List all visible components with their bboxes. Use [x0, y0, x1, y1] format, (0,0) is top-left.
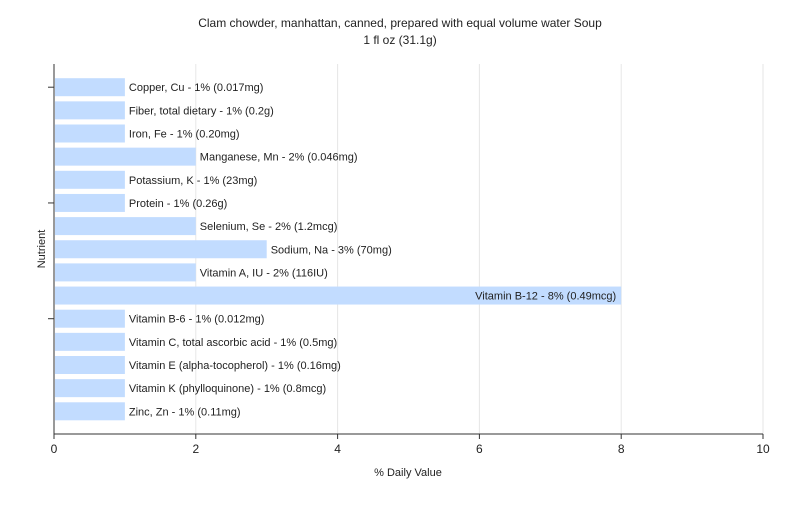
y-axis-label: Nutrient	[36, 230, 48, 269]
x-tick-label: 0	[51, 442, 58, 456]
bar	[55, 263, 196, 282]
bar-label: Iron, Fe - 1% (0.20mg)	[129, 129, 240, 141]
chart-subtitle: 1 fl oz (31.1g)	[363, 33, 436, 47]
bar	[55, 124, 125, 143]
bar-label: Vitamin A, IU - 2% (116IU)	[200, 267, 328, 279]
bar-label: Potassium, K - 1% (23mg)	[129, 175, 257, 187]
bar-label: Vitamin K (phylloquinone) - 1% (0.8mcg)	[129, 383, 326, 395]
bar-label: Vitamin C, total ascorbic acid - 1% (0.5…	[129, 337, 337, 349]
bar	[55, 217, 196, 236]
bar-label: Sodium, Na - 3% (70mg)	[271, 244, 392, 256]
axes: 0 2 4 6 8 10	[48, 64, 770, 456]
bar-label: Copper, Cu - 1% (0.017mg)	[129, 82, 264, 94]
bar	[55, 286, 622, 305]
bar	[55, 332, 125, 351]
bar	[55, 356, 125, 374]
bar	[55, 101, 125, 120]
bar	[55, 309, 125, 328]
bar-label: Manganese, Mn - 2% (0.046mg)	[200, 152, 358, 164]
bar-label: Fiber, total dietary - 1% (0.2g)	[129, 105, 274, 117]
bar	[55, 170, 125, 189]
bar	[55, 147, 196, 166]
x-tick-label: 6	[476, 442, 483, 456]
bar-label: Vitamin B-6 - 1% (0.012mg)	[129, 314, 265, 326]
x-tick-label: 4	[334, 442, 341, 456]
chart-title: Clam chowder, manhattan, canned, prepare…	[198, 16, 602, 30]
bar	[55, 193, 125, 212]
bar	[55, 240, 267, 259]
x-tick-label: 10	[756, 442, 770, 456]
gridlines	[195, 64, 764, 434]
bar-label: Protein - 1% (0.26g)	[129, 198, 227, 210]
bar-label: Selenium, Se - 2% (1.2mcg)	[200, 221, 338, 233]
x-axis-label: % Daily Value	[374, 467, 442, 479]
x-tick-label: 2	[192, 442, 199, 456]
bar	[55, 379, 125, 398]
bar-label: Zinc, Zn - 1% (0.11mg)	[129, 406, 241, 418]
bar	[55, 402, 125, 421]
bar-label: Vitamin E (alpha-tocopherol) - 1% (0.16m…	[129, 360, 341, 372]
bars: Copper, Cu - 1% (0.017mg) Fiber, total di…	[55, 78, 622, 421]
bar-label: Vitamin B-12 - 8% (0.49mcg)	[475, 291, 616, 303]
bar	[55, 78, 125, 97]
x-tick-label: 8	[618, 442, 625, 456]
